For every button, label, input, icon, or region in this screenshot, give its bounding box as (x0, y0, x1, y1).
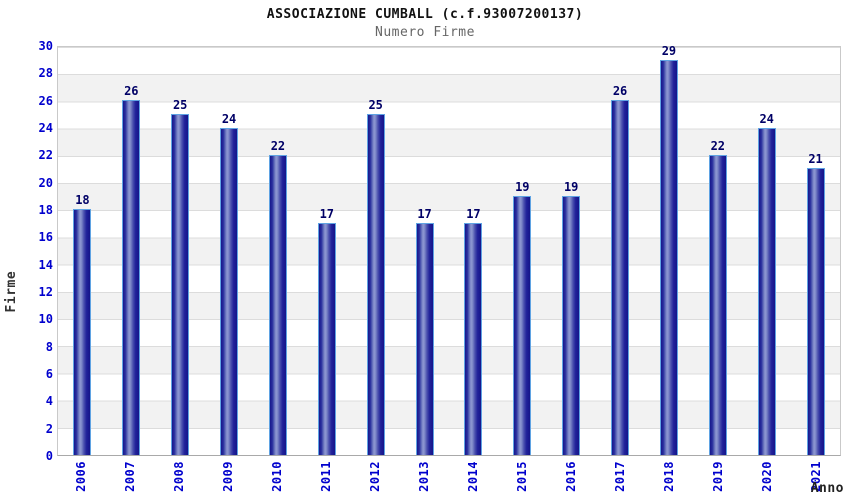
bar-2019 (708, 154, 727, 455)
x-tick-label-2011: 2011 (318, 461, 333, 492)
y-tick-label: 22 (38, 148, 53, 163)
bar-slot-2020: 24 (742, 47, 791, 455)
bar-value-label: 26 (612, 84, 628, 99)
bar-slot-2021: 21 (791, 47, 840, 455)
bar-slot-2009: 24 (205, 47, 254, 455)
bar-value-label: 17 (319, 206, 335, 221)
bar-value-label: 21 (808, 152, 823, 167)
x-tick-label-2007: 2007 (122, 461, 137, 492)
y-tick-label: 18 (38, 203, 53, 217)
bar-value-label: 24 (221, 111, 237, 126)
chart-title: ASSOCIAZIONE CUMBALL (c.f.93007200137) (266, 7, 584, 22)
bar-2021 (806, 168, 825, 455)
bar-value-label: 26 (124, 84, 139, 99)
bar-slot-2012: 25 (351, 47, 400, 455)
bar-slot-2006: 18 (58, 47, 107, 455)
bar-2020 (757, 127, 776, 455)
bar-2011 (317, 222, 336, 455)
x-tick-label-2012: 2012 (367, 461, 382, 492)
bar-slot-2018: 29 (645, 43, 694, 455)
bar-2009 (220, 127, 239, 455)
x-tick-label-2016: 2016 (563, 461, 578, 492)
x-tick-label-2020: 2020 (759, 461, 774, 492)
bar-slot-2017: 26 (596, 47, 645, 455)
bar-2006 (73, 209, 92, 455)
bar-value-label: 17 (466, 206, 481, 221)
bar-slot-2019: 22 (693, 47, 742, 455)
x-axis-title: Anno (810, 481, 844, 496)
bar-slot-2011: 17 (302, 47, 351, 455)
y-tick-label: 20 (38, 175, 53, 190)
bar-2008 (171, 114, 190, 455)
bars-row: 18 26 25 24 22 17 25 17 17 19 19 26 29 22 24 21 (58, 43, 840, 455)
bar-2012 (366, 114, 385, 455)
y-tick-label: 6 (45, 367, 53, 381)
y-tick-label: 26 (38, 93, 53, 108)
x-tick-label-2008: 2008 (171, 461, 186, 492)
bar-2017 (611, 100, 630, 455)
x-tick-label-2015: 2015 (514, 461, 529, 492)
bar-slot-2014: 17 (449, 47, 498, 455)
bar-2007 (122, 100, 141, 455)
y-tick-label: 30 (38, 39, 53, 53)
y-tick-label: 14 (38, 257, 53, 272)
bar-slot-2016: 19 (547, 47, 596, 455)
bar-2018 (659, 59, 678, 455)
bar-2015 (513, 195, 532, 455)
y-tick-label: 10 (38, 312, 53, 327)
y-tick-label: 4 (45, 394, 53, 409)
y-tick-label: 2 (45, 421, 53, 436)
bar-slot-2015: 19 (498, 47, 547, 455)
x-tick-label-2017: 2017 (612, 461, 627, 492)
bar-slot-2013: 17 (400, 47, 449, 455)
bar-value-label: 19 (563, 179, 579, 194)
bar-value-label: 18 (75, 193, 90, 208)
bar-value-label: 25 (368, 98, 383, 112)
bar-value-label: 17 (417, 206, 432, 221)
bar-2014 (464, 222, 483, 455)
x-tick-label-2013: 2013 (416, 461, 431, 492)
x-tick-label-2014: 2014 (465, 461, 480, 492)
bar-value-label: 19 (515, 179, 530, 194)
y-tick-label: 24 (38, 121, 53, 135)
x-tick-label-2006: 2006 (73, 461, 88, 492)
y-tick-label: 16 (38, 230, 53, 245)
y-tick-label: 28 (38, 66, 53, 81)
bar-value-label: 22 (270, 138, 286, 153)
bar-2010 (268, 154, 287, 455)
plot-area: 18 26 25 24 22 17 25 17 17 19 19 26 29 22 24 21 (57, 43, 841, 456)
bar-slot-2007: 26 (107, 47, 156, 455)
bar-value-label: 29 (661, 43, 677, 58)
bar-2016 (562, 195, 581, 455)
x-tick-label-2010: 2010 (269, 461, 284, 492)
x-tick-label-2018: 2018 (661, 461, 676, 492)
bar-2013 (415, 222, 434, 455)
bar-slot-2008: 25 (156, 47, 205, 455)
y-tick-label: 0 (45, 449, 53, 463)
y-tick-label: 12 (38, 285, 53, 299)
bar-value-label: 24 (759, 111, 774, 126)
bar-value-label: 22 (710, 138, 726, 153)
bar-value-label: 25 (172, 98, 188, 112)
y-tick-label: 8 (45, 339, 53, 354)
chart-subtitle: Numero Firme (375, 25, 475, 40)
bar-slot-2010: 22 (254, 47, 303, 455)
x-tick-label-2009: 2009 (220, 461, 235, 492)
x-tick-label-2019: 2019 (710, 461, 725, 492)
